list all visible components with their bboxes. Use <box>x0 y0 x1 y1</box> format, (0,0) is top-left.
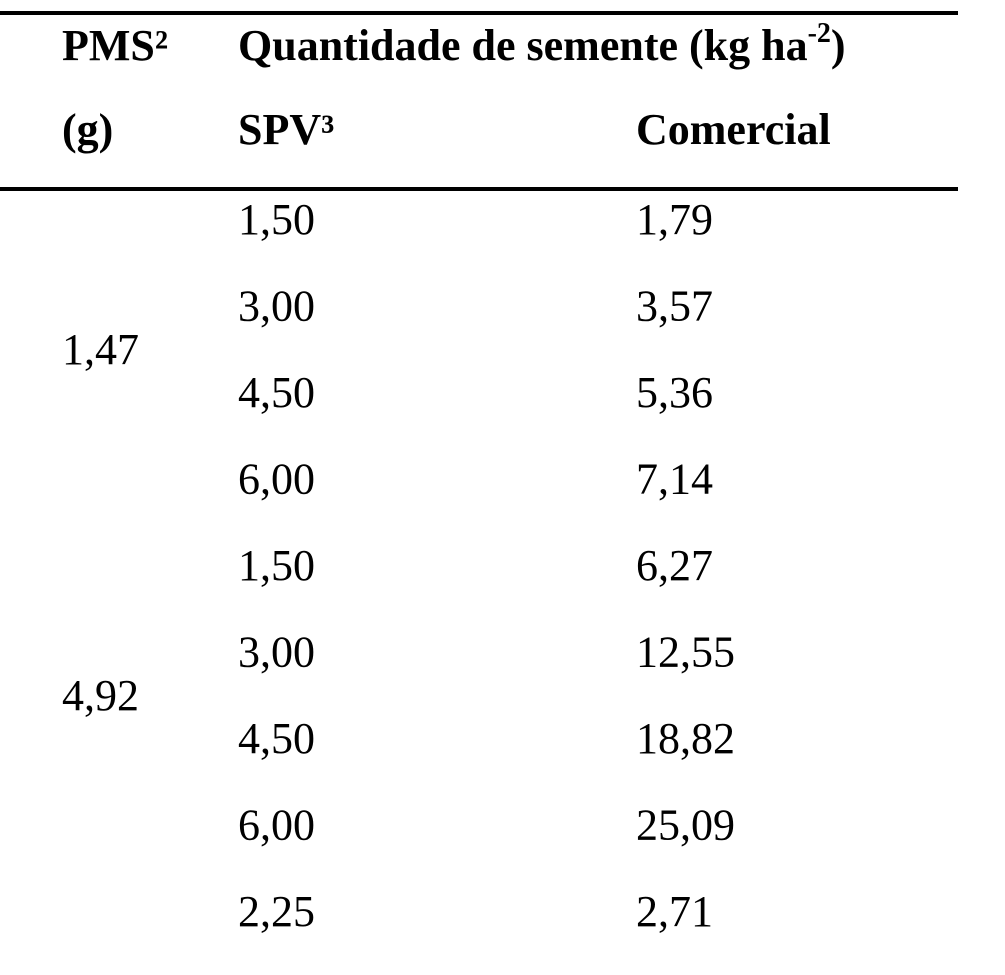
spv-cell: 2,25 <box>238 887 315 936</box>
comercial-cell: 3,57 <box>636 282 713 331</box>
spv-cell: 4,50 <box>238 368 315 417</box>
comercial-cell: 18,82 <box>636 714 735 763</box>
comercial-cell: 12,55 <box>636 628 735 677</box>
header-quantity-sup: -2 <box>808 18 831 49</box>
spv-cell: 6,00 <box>238 801 315 850</box>
header-quantity-text: Quantidade de semente (kg ha <box>238 21 808 70</box>
pms-cell: 1,47 <box>62 325 139 374</box>
header-quantity-close: ) <box>831 21 846 70</box>
comercial-cell: 5,36 <box>636 368 713 417</box>
header-spv: SPV³ <box>238 105 334 154</box>
comercial-cell: 25,09 <box>636 801 735 850</box>
header-comercial: Comercial <box>636 105 831 154</box>
spv-cell: 3,00 <box>238 628 315 677</box>
header-quantity: Quantidade de semente (kg ha-2) <box>238 18 846 70</box>
header-pms-unit: (g) <box>62 105 113 154</box>
spv-cell: 4,50 <box>238 714 315 763</box>
comercial-cell: 7,14 <box>636 455 713 504</box>
spv-cell: 1,50 <box>238 195 315 244</box>
spv-cell: 6,00 <box>238 455 315 504</box>
spv-cell: 3,00 <box>238 282 315 331</box>
comercial-cell: 6,27 <box>636 541 713 590</box>
pms-cell: 4,92 <box>62 671 139 720</box>
comercial-cell: 1,79 <box>636 195 713 244</box>
header-pms: PMS² <box>62 21 168 70</box>
spv-cell: 1,50 <box>238 541 315 590</box>
comercial-cell: 2,71 <box>636 887 713 936</box>
